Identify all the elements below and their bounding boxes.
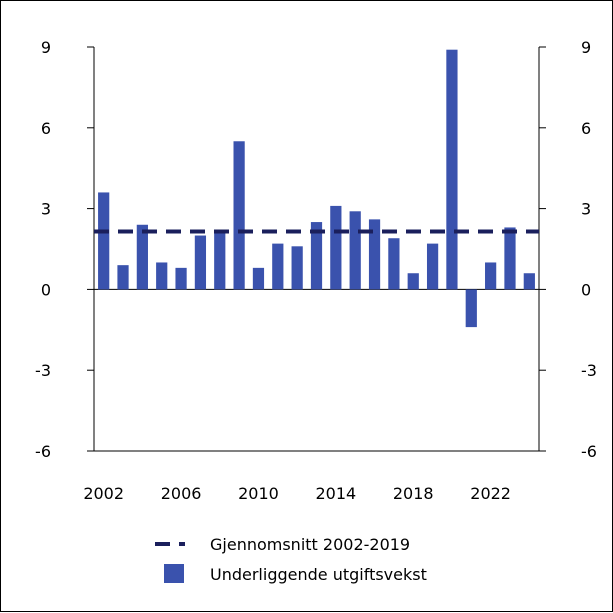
y-tick-label-right: 3 — [581, 200, 591, 219]
bar-2008 — [214, 230, 226, 290]
y-tick-label-left: 9 — [41, 38, 51, 57]
y-tick-label-left: -3 — [35, 361, 51, 380]
y-tick-label-left: -6 — [35, 442, 51, 461]
y-tick-label-right: 0 — [581, 280, 591, 299]
bar-2022 — [485, 262, 497, 290]
y-tick-label-right: -3 — [581, 361, 597, 380]
legend-bar-swatch — [164, 564, 184, 583]
bar-2016 — [368, 219, 381, 290]
bar-2013 — [310, 222, 323, 290]
x-tick-label-2014: 2014 — [315, 484, 356, 503]
x-tick-label-2022: 2022 — [470, 484, 511, 503]
legend-label-bars: Underliggende utgiftsvekst — [210, 565, 427, 584]
bar-2019 — [426, 243, 439, 290]
bar-2007 — [194, 235, 207, 290]
bar-2015 — [349, 211, 361, 290]
y-tick-label-left: 0 — [41, 280, 51, 299]
bar-2017 — [388, 238, 400, 290]
y-tick-label-right: -6 — [581, 442, 597, 461]
legend-label-average: Gjennomsnitt 2002-2019 — [210, 535, 410, 554]
bar-2012 — [291, 246, 303, 290]
bar-2011 — [272, 243, 284, 290]
bar-2009 — [233, 141, 245, 290]
bar-2014 — [330, 205, 342, 290]
bar-2004 — [136, 224, 148, 290]
bar-2023 — [504, 227, 516, 290]
y-tick-label-right: 6 — [581, 119, 591, 138]
x-tick-label-2002: 2002 — [83, 484, 124, 503]
bar-2020 — [446, 49, 458, 290]
bar-2010 — [252, 267, 265, 290]
bar-2005 — [156, 262, 168, 290]
y-tick-label-left: 3 — [41, 200, 51, 219]
x-tick-label-2010: 2010 — [238, 484, 279, 503]
x-tick-label-2018: 2018 — [393, 484, 434, 503]
bar-2018 — [407, 273, 419, 290]
bar-2006 — [175, 267, 187, 290]
bar-2002 — [98, 192, 110, 290]
y-tick-label-left: 6 — [41, 119, 51, 138]
y-tick-label-right: 9 — [581, 38, 591, 57]
x-tick-label-2006: 2006 — [161, 484, 202, 503]
bar-2024 — [523, 273, 535, 290]
bar-2003 — [117, 265, 129, 290]
bar-2021 — [465, 289, 477, 328]
